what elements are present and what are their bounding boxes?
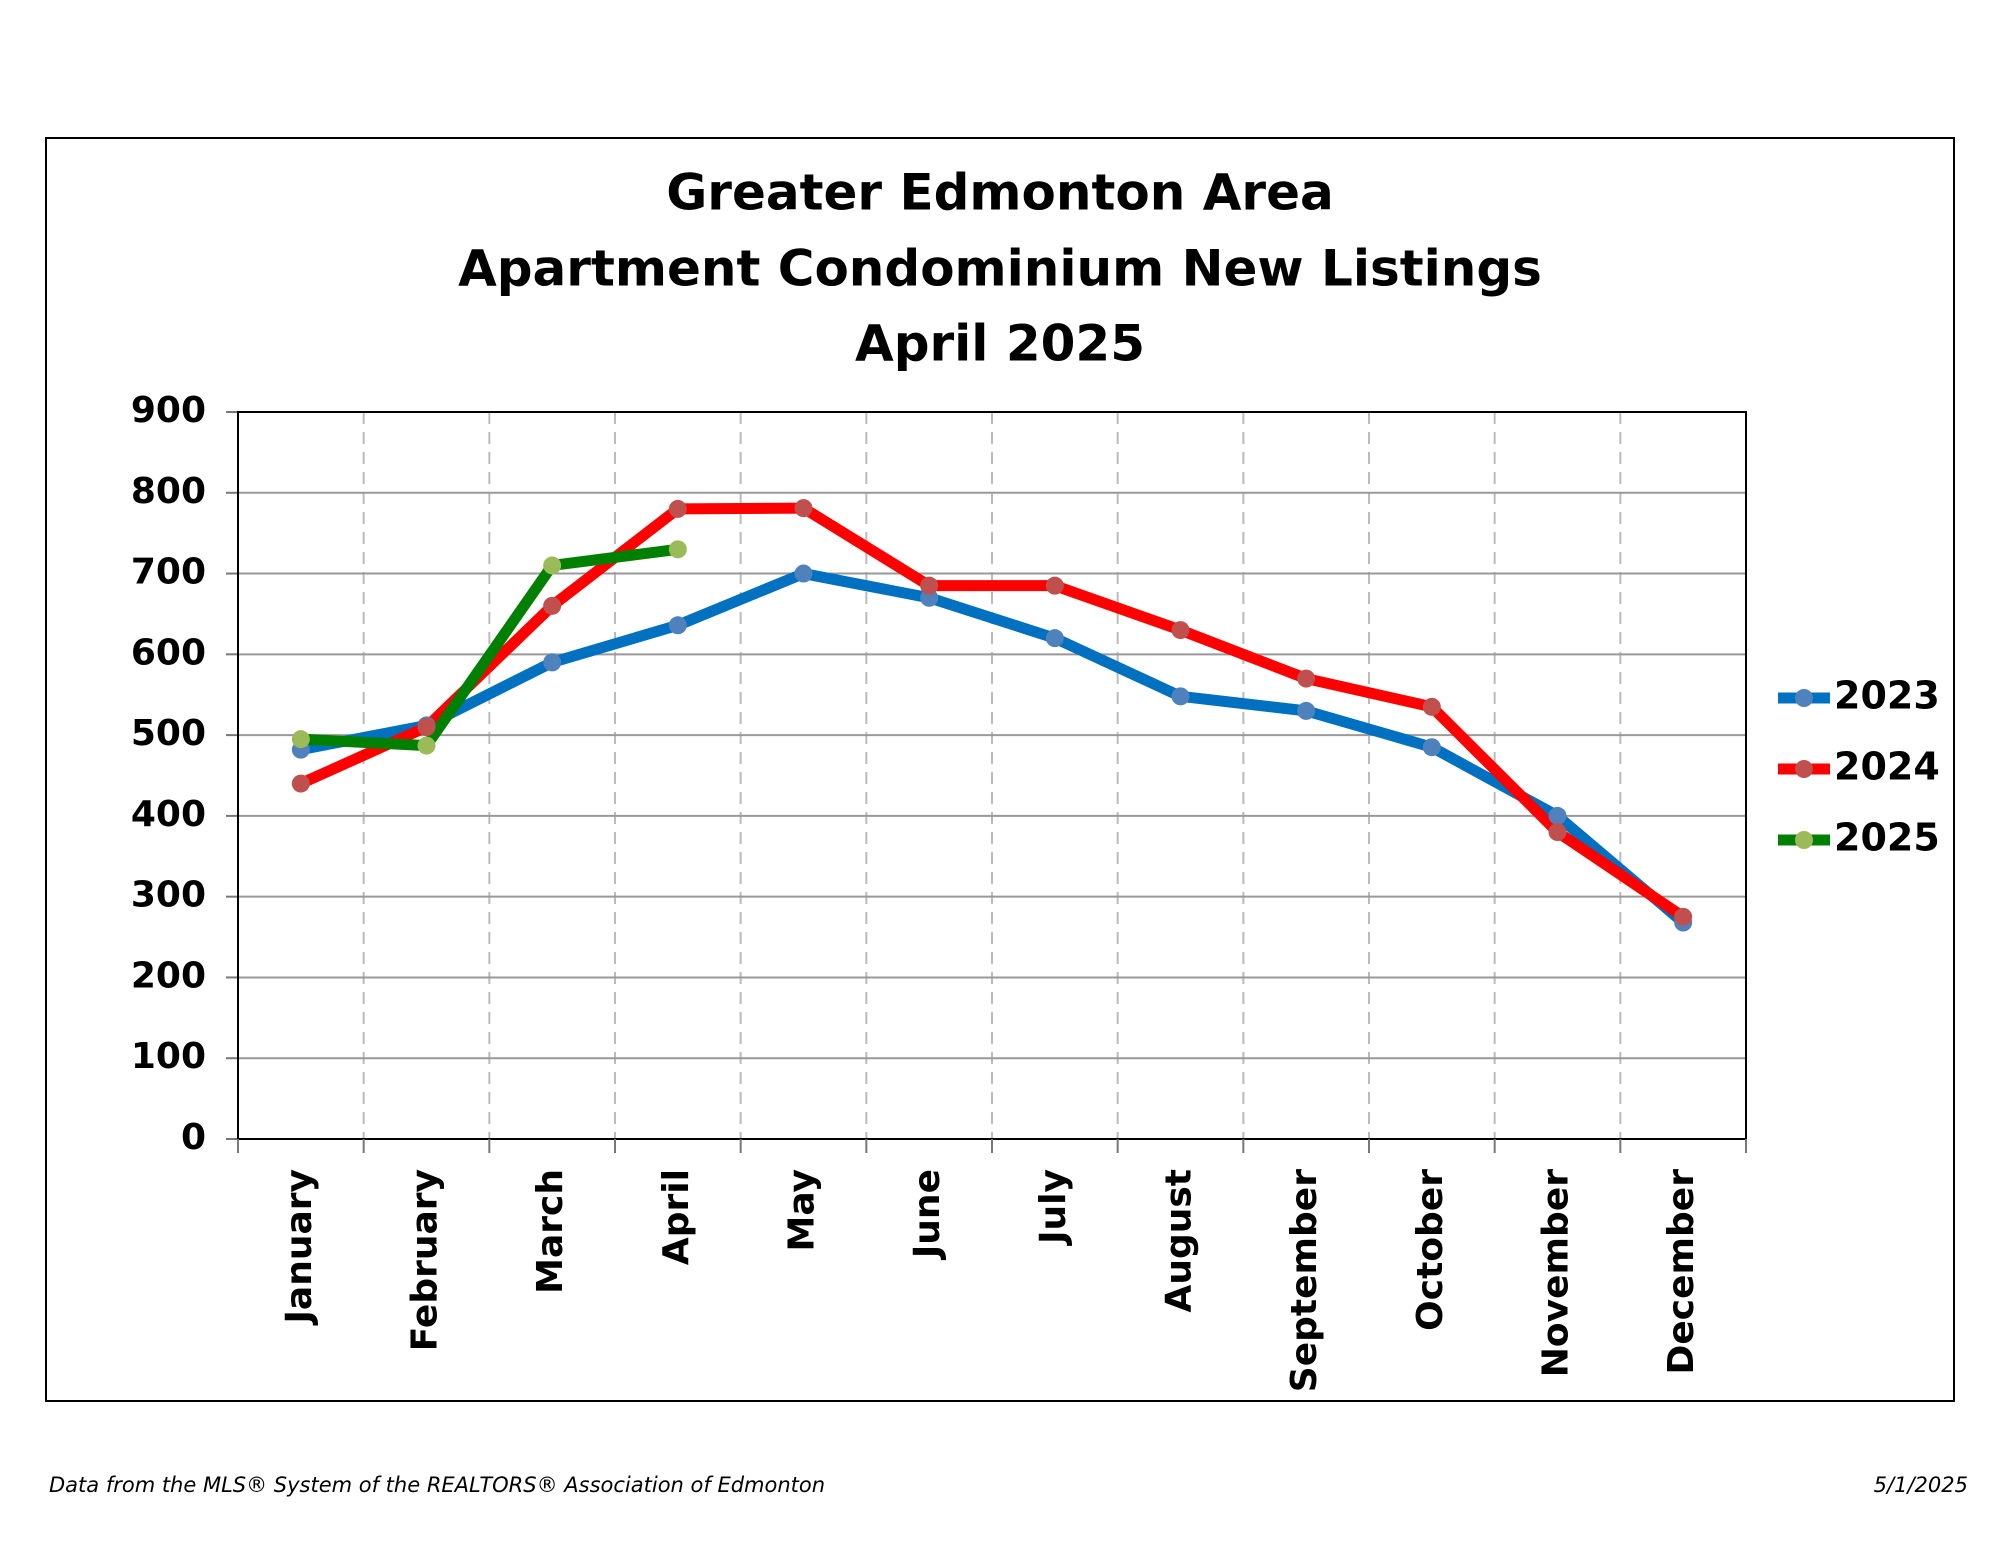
data-point bbox=[1422, 697, 1441, 716]
legend-marker bbox=[1795, 831, 1813, 849]
data-point bbox=[1171, 621, 1190, 640]
data-point bbox=[1422, 738, 1441, 757]
y-tick-label: 400 bbox=[131, 794, 206, 835]
series-line bbox=[300, 543, 679, 752]
data-point bbox=[794, 499, 813, 518]
data-point bbox=[1045, 576, 1064, 595]
data-point bbox=[543, 596, 562, 615]
chart-frame bbox=[45, 137, 1955, 1402]
data-point bbox=[1171, 687, 1190, 706]
y-tick-label: 500 bbox=[131, 713, 206, 754]
data-point bbox=[417, 718, 436, 737]
data-point bbox=[668, 540, 687, 559]
data-point bbox=[668, 616, 687, 635]
data-point bbox=[1548, 823, 1567, 842]
source-note: Data from the MLS® System of the REALTOR… bbox=[49, 1473, 825, 1497]
data-point bbox=[543, 556, 562, 575]
data-point bbox=[291, 730, 310, 749]
series-line bbox=[299, 568, 1687, 927]
data-point bbox=[1045, 629, 1064, 648]
x-tick-label: January bbox=[279, 1169, 320, 1326]
x-tick-label: June bbox=[907, 1169, 948, 1261]
legend-label: 2025 bbox=[1834, 816, 1940, 860]
x-tick-label: July bbox=[1033, 1169, 1074, 1247]
x-tick-label: December bbox=[1661, 1169, 1702, 1375]
legend-label: 2023 bbox=[1834, 674, 1940, 718]
series-line bbox=[298, 502, 1687, 922]
data-point bbox=[794, 564, 813, 583]
y-tick-label: 200 bbox=[131, 955, 206, 996]
x-tick-label: November bbox=[1536, 1169, 1577, 1377]
x-tick-label: September bbox=[1284, 1169, 1325, 1392]
data-point bbox=[668, 499, 687, 518]
data-point bbox=[543, 653, 562, 672]
data-point bbox=[1674, 907, 1693, 926]
chart-title: Greater Edmonton Area bbox=[666, 164, 1333, 222]
x-tick-label: May bbox=[782, 1169, 823, 1251]
y-tick-label: 900 bbox=[131, 390, 206, 431]
x-tick-label: October bbox=[1410, 1169, 1451, 1331]
data-point bbox=[1297, 669, 1316, 688]
data-point bbox=[1297, 701, 1316, 720]
x-tick-label: February bbox=[405, 1169, 446, 1351]
x-tick-label: April bbox=[656, 1169, 697, 1265]
date-note: 5/1/2025 bbox=[1874, 1473, 1968, 1497]
y-tick-label: 300 bbox=[131, 875, 206, 916]
data-point bbox=[291, 774, 310, 793]
y-tick-label: 800 bbox=[131, 471, 206, 512]
legend-marker bbox=[1795, 760, 1813, 778]
chart-title: Apartment Condominium New Listings bbox=[458, 240, 1542, 298]
data-point bbox=[417, 736, 436, 755]
legend-label: 2024 bbox=[1834, 745, 1940, 789]
y-tick-label: 700 bbox=[131, 552, 206, 593]
data-point bbox=[1548, 806, 1567, 825]
x-tick-label: March bbox=[530, 1169, 571, 1294]
x-tick-label: August bbox=[1159, 1169, 1200, 1313]
chart-title: April 2025 bbox=[855, 315, 1145, 373]
data-point bbox=[920, 576, 939, 595]
y-tick-label: 0 bbox=[181, 1117, 206, 1158]
legend-marker bbox=[1795, 689, 1813, 707]
y-tick-label: 100 bbox=[131, 1036, 206, 1077]
y-tick-label: 600 bbox=[131, 632, 206, 673]
